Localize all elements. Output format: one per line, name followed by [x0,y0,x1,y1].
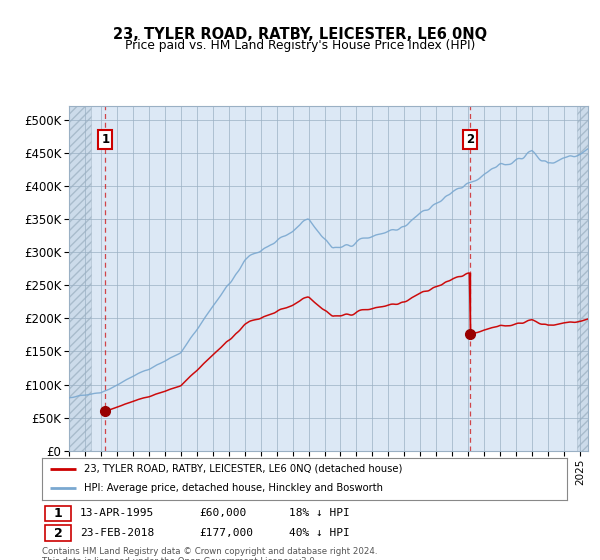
Text: 23, TYLER ROAD, RATBY, LEICESTER, LE6 0NQ: 23, TYLER ROAD, RATBY, LEICESTER, LE6 0N… [113,27,487,42]
Text: £60,000: £60,000 [199,508,247,519]
Text: 23-FEB-2018: 23-FEB-2018 [80,528,154,538]
Text: Contains HM Land Registry data © Crown copyright and database right 2024.
This d: Contains HM Land Registry data © Crown c… [42,547,377,560]
Text: HPI: Average price, detached house, Hinckley and Bosworth: HPI: Average price, detached house, Hinc… [84,483,383,493]
Text: 1: 1 [101,133,109,146]
Text: 23, TYLER ROAD, RATBY, LEICESTER, LE6 0NQ (detached house): 23, TYLER ROAD, RATBY, LEICESTER, LE6 0N… [84,464,403,474]
Text: Price paid vs. HM Land Registry's House Price Index (HPI): Price paid vs. HM Land Registry's House … [125,39,475,53]
Text: £177,000: £177,000 [199,528,254,538]
Text: 40% ↓ HPI: 40% ↓ HPI [289,528,349,538]
Text: 18% ↓ HPI: 18% ↓ HPI [289,508,349,519]
FancyBboxPatch shape [45,506,71,521]
Text: 2: 2 [466,133,475,146]
Text: 13-APR-1995: 13-APR-1995 [80,508,154,519]
FancyBboxPatch shape [45,525,71,541]
Text: 2: 2 [54,526,62,540]
Text: 1: 1 [54,507,62,520]
